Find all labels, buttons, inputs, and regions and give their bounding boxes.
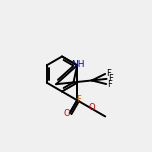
Text: F: F — [106, 69, 111, 78]
Text: O: O — [89, 102, 96, 112]
Text: NH: NH — [71, 60, 85, 69]
Text: O: O — [63, 109, 70, 118]
Text: F: F — [107, 79, 112, 89]
Text: F: F — [76, 95, 81, 104]
Text: F: F — [108, 74, 112, 83]
